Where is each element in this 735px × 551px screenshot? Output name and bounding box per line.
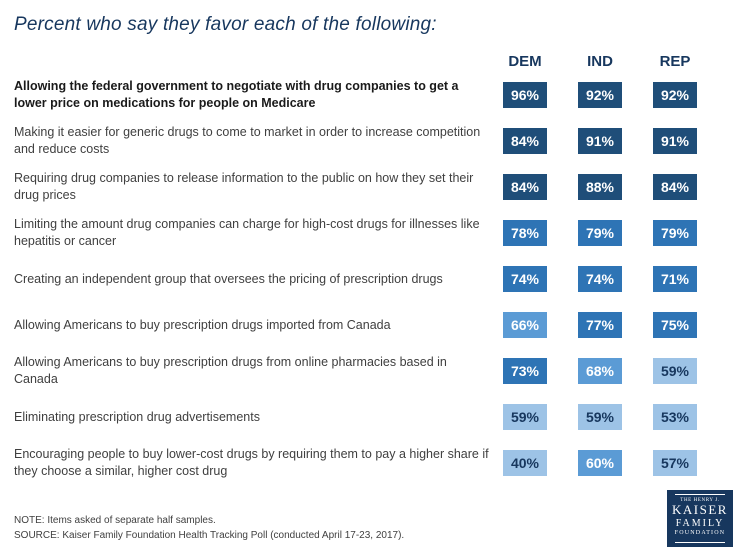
value-cell: 71% [653, 266, 697, 292]
value-cell: 92% [653, 82, 697, 108]
value-cell: 92% [578, 82, 622, 108]
row-cells: 59% 59% 53% [503, 404, 697, 430]
logo-text-foundation: FOUNDATION [674, 530, 726, 537]
row-cells: 84% 91% 91% [503, 128, 697, 154]
value-cell: 59% [653, 358, 697, 384]
table-row: Allowing Americans to buy prescription d… [14, 348, 735, 394]
value-cell: 53% [653, 404, 697, 430]
value-cell: 66% [503, 312, 547, 338]
table-rows: Allowing the federal government to negot… [0, 72, 735, 486]
column-header-dem: DEM [508, 53, 542, 70]
row-label: Allowing the federal government to negot… [14, 79, 459, 110]
source-text: SOURCE: Kaiser Family Foundation Health … [14, 530, 405, 541]
row-label: Allowing Americans to buy prescription d… [14, 355, 447, 386]
page-title: Percent who say they favor each of the f… [14, 14, 437, 35]
value-cell: 79% [578, 220, 622, 246]
row-label: Allowing Americans to buy prescription d… [14, 317, 391, 332]
value-cell: 73% [503, 358, 547, 384]
row-cells: 73% 68% 59% [503, 358, 697, 384]
value-cell: 74% [578, 266, 622, 292]
value-cell: 40% [503, 450, 547, 476]
value-cell: 84% [503, 174, 547, 200]
value-cell: 88% [578, 174, 622, 200]
value-cell: 59% [503, 404, 547, 430]
logo-text-kaiser: KAISER [672, 502, 728, 518]
value-cell: 84% [653, 174, 697, 200]
row-label: Limiting the amount drug companies can c… [14, 217, 480, 248]
logo-text-family: FAMILY [675, 518, 725, 530]
row-cells: 78% 79% 79% [503, 220, 697, 246]
row-cells: 66% 77% 75% [503, 312, 697, 338]
row-label: Making it easier for generic drugs to co… [14, 125, 481, 156]
kff-logo: THE HENRY J. KAISER FAMILY FOUNDATION [667, 490, 733, 547]
value-cell: 84% [503, 128, 547, 154]
column-header-rep: REP [659, 53, 691, 70]
table-row: Eliminating prescription drug advertisem… [14, 394, 735, 440]
value-cell: 59% [578, 404, 622, 430]
table-row: Making it easier for generic drugs to co… [14, 118, 735, 164]
row-label: Encouraging people to buy lower-cost dru… [14, 447, 489, 478]
row-label: Creating an independent group that overs… [14, 271, 443, 286]
logo-rule-top [675, 494, 725, 496]
value-cell: 77% [578, 312, 622, 338]
value-cell: 91% [653, 128, 697, 154]
table-row: Limiting the amount drug companies can c… [14, 210, 735, 256]
row-cells: 74% 74% 71% [503, 266, 697, 292]
table-row: Allowing Americans to buy prescription d… [14, 302, 735, 348]
value-cell: 79% [653, 220, 697, 246]
value-cell: 60% [578, 450, 622, 476]
column-header-row: DEM IND REP [0, 48, 735, 70]
column-header-ind: IND [587, 53, 613, 70]
table-row: Creating an independent group that overs… [14, 256, 735, 302]
row-cells: 96% 92% 92% [503, 82, 697, 108]
value-cell: 91% [578, 128, 622, 154]
column-headers: DEM IND REP [503, 53, 697, 70]
row-cells: 84% 88% 84% [503, 174, 697, 200]
logo-text-henry: THE HENRY J. [680, 498, 720, 504]
table-row: Allowing the federal government to negot… [14, 72, 735, 118]
value-cell: 57% [653, 450, 697, 476]
value-cell: 75% [653, 312, 697, 338]
note-text: NOTE: Items asked of separate half sampl… [14, 515, 216, 526]
footer-notes: NOTE: Items asked of separate half sampl… [14, 513, 404, 543]
row-label: Eliminating prescription drug advertisem… [14, 409, 260, 424]
value-cell: 78% [503, 220, 547, 246]
logo-rule-bottom [675, 541, 725, 543]
value-cell: 74% [503, 266, 547, 292]
table-row: Requiring drug companies to release info… [14, 164, 735, 210]
table-row: Encouraging people to buy lower-cost dru… [14, 440, 735, 486]
row-label: Requiring drug companies to release info… [14, 171, 474, 202]
row-cells: 40% 60% 57% [503, 450, 697, 476]
value-cell: 68% [578, 358, 622, 384]
value-cell: 96% [503, 82, 547, 108]
